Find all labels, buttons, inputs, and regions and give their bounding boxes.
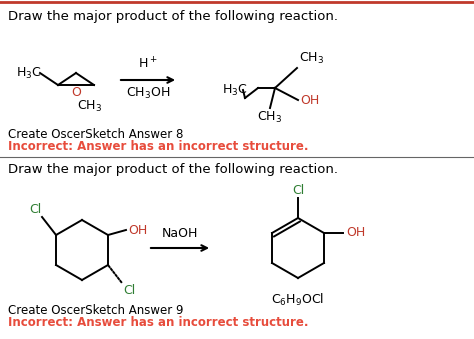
Text: Draw the major product of the following reaction.: Draw the major product of the following … bbox=[8, 10, 338, 23]
Text: Draw the major product of the following reaction.: Draw the major product of the following … bbox=[8, 163, 338, 176]
Text: H$^+$: H$^+$ bbox=[138, 57, 158, 72]
Text: O: O bbox=[71, 86, 81, 100]
Text: Create OscerSketch Answer 9: Create OscerSketch Answer 9 bbox=[8, 304, 183, 317]
Text: Cl: Cl bbox=[292, 184, 304, 197]
Text: Create OscerSketch Answer 8: Create OscerSketch Answer 8 bbox=[8, 128, 183, 141]
Text: OH: OH bbox=[300, 94, 319, 106]
Text: Cl: Cl bbox=[29, 203, 41, 216]
Text: CH$_3$: CH$_3$ bbox=[77, 99, 102, 114]
Text: Incorrect: Answer has an incorrect structure.: Incorrect: Answer has an incorrect struc… bbox=[8, 140, 309, 153]
Text: NaOH: NaOH bbox=[162, 227, 198, 240]
Text: H$_3$C: H$_3$C bbox=[222, 82, 247, 98]
Text: C$_6$H$_9$OCl: C$_6$H$_9$OCl bbox=[272, 292, 325, 308]
Text: CH$_3$: CH$_3$ bbox=[257, 110, 283, 125]
Text: Cl: Cl bbox=[123, 284, 135, 297]
Text: CH$_3$OH: CH$_3$OH bbox=[126, 86, 170, 101]
Text: CH$_3$: CH$_3$ bbox=[299, 51, 324, 66]
Text: OH: OH bbox=[128, 223, 147, 237]
Text: OH: OH bbox=[346, 226, 365, 239]
Text: H$_3$C: H$_3$C bbox=[16, 65, 42, 81]
Text: Incorrect: Answer has an incorrect structure.: Incorrect: Answer has an incorrect struc… bbox=[8, 316, 309, 329]
